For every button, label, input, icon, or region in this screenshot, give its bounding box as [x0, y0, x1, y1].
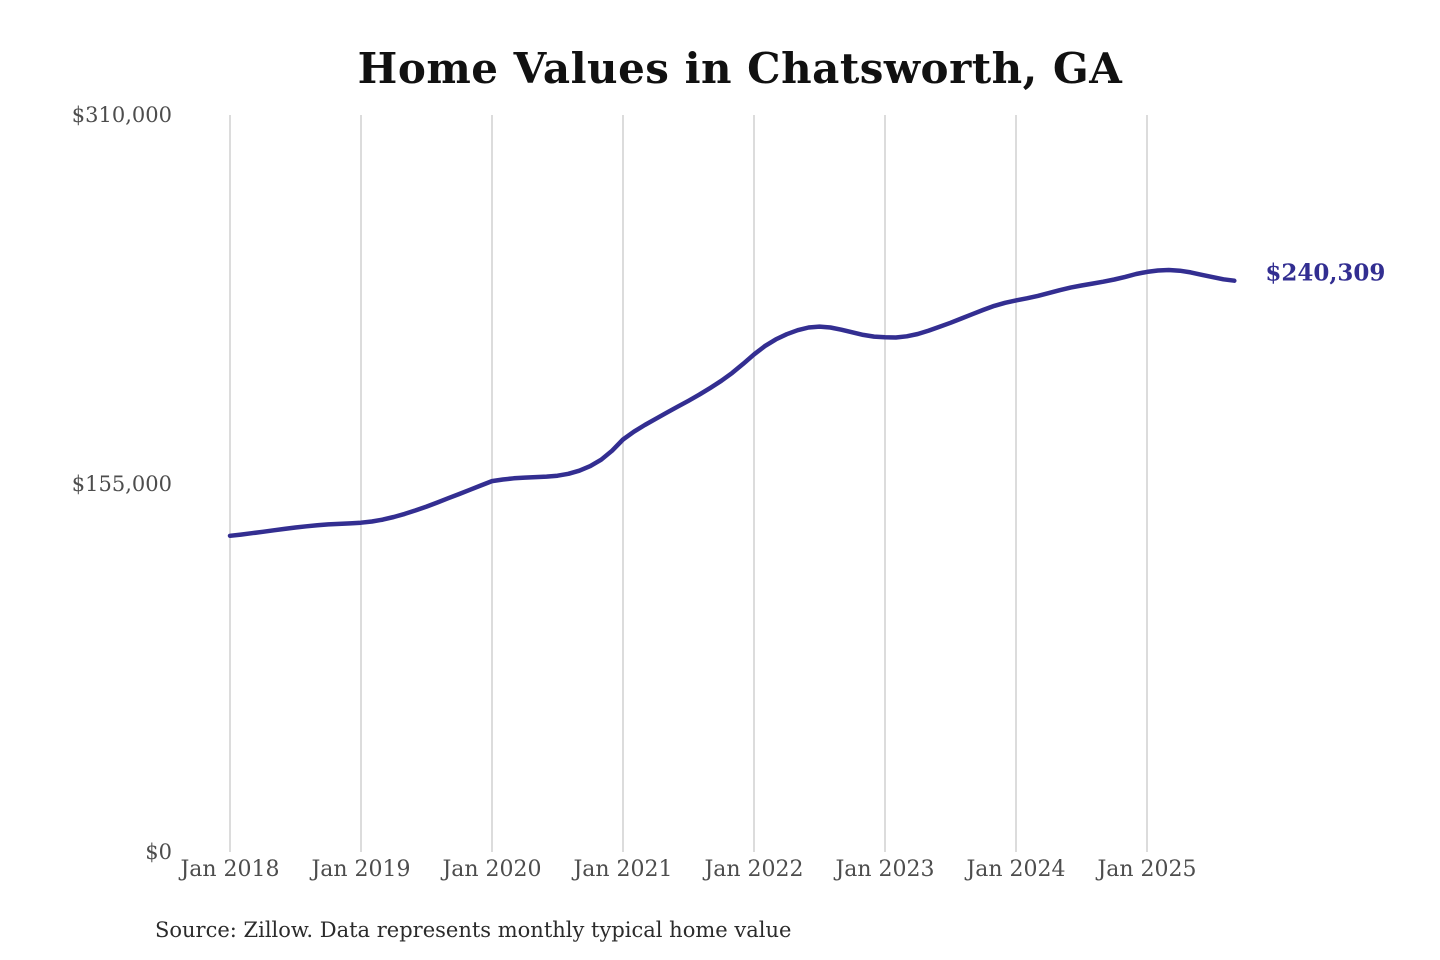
x-axis-tick-label: Jan 2022 — [704, 857, 804, 882]
home-value-line-series — [227, 267, 1237, 539]
x-axis-tick-label: Jan 2019 — [311, 857, 411, 882]
y-axis-tick-label: $310,000 — [71, 103, 172, 127]
x-axis-tick-label: Jan 2025 — [1097, 857, 1197, 882]
chart-title: Home Values in Chatsworth, GA — [357, 44, 1123, 93]
y-axis-tick-label: $155,000 — [71, 471, 172, 496]
source-note: Source: Zillow. Data represents monthly … — [155, 918, 792, 942]
x-axis-tick-label: Jan 2021 — [573, 857, 673, 882]
x-axis-tick-label: Jan 2023 — [835, 857, 935, 882]
x-axis-tick-label: Jan 2020 — [442, 857, 542, 882]
x-axis-tick-label: Jan 2018 — [180, 857, 280, 882]
y-axis-tick-label: $0 — [145, 840, 172, 864]
current-value-label: $240,309 — [1265, 259, 1386, 287]
x-axis-tick-label: Jan 2024 — [966, 857, 1066, 882]
